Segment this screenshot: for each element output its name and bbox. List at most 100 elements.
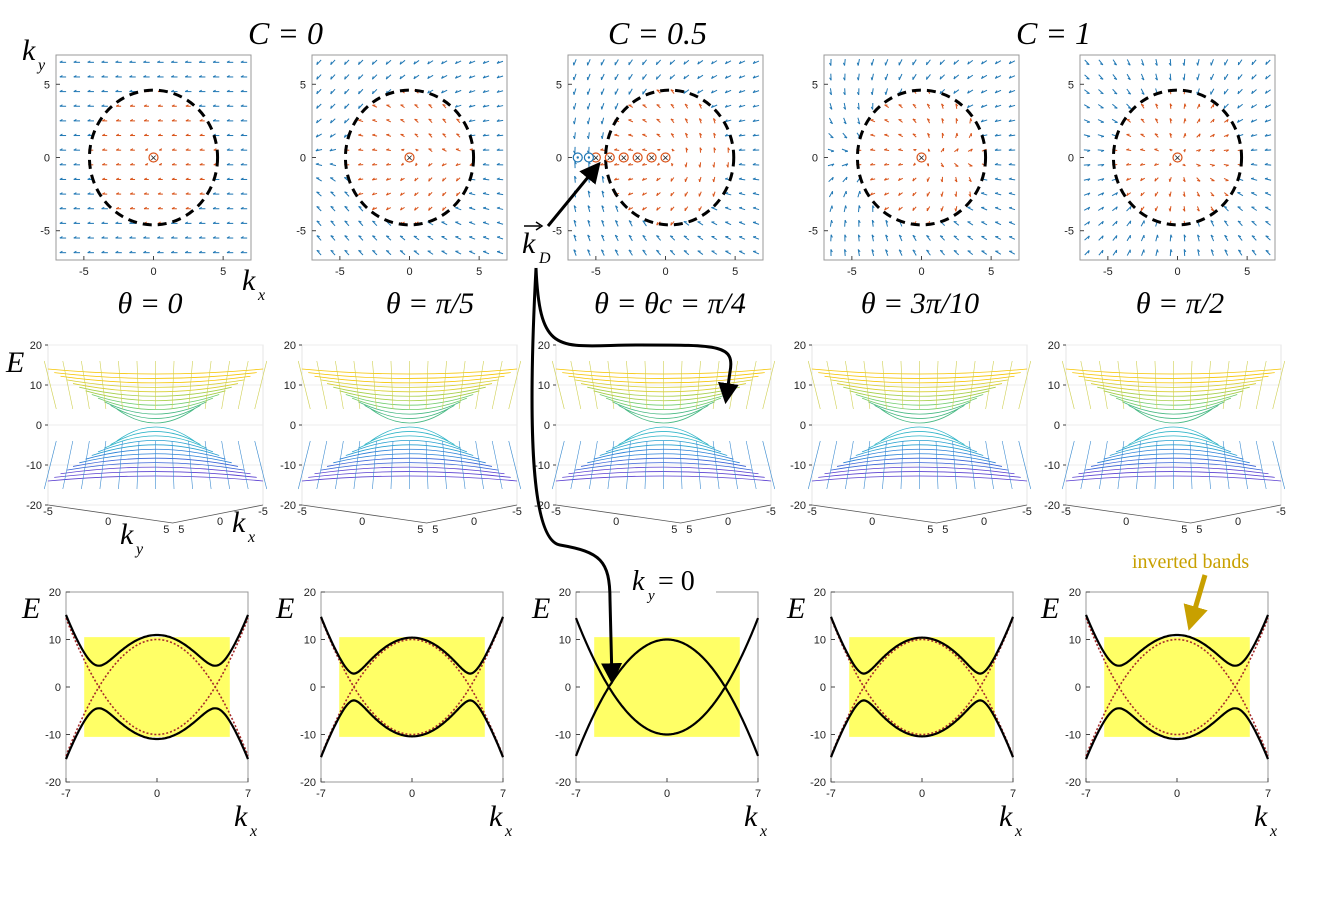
ky-zero-sub: y <box>646 588 655 604</box>
quiver-arrow <box>1210 73 1215 81</box>
quiver-arrowhead <box>857 106 860 110</box>
quiver-arrow <box>455 75 462 79</box>
quiver-arrowhead <box>627 162 632 166</box>
quiver-arrowhead <box>101 104 105 107</box>
quiver-arrowhead <box>699 132 703 136</box>
quiver-arrow <box>827 163 835 167</box>
lower-band-mesh-line <box>861 440 978 453</box>
quiver-arrow <box>739 75 746 79</box>
quiver-arrowhead <box>856 62 859 66</box>
quiver-arrow <box>315 149 323 152</box>
quiver-arrowhead <box>171 177 175 180</box>
upper-band-mesh-line <box>935 360 939 410</box>
quiver-arrowhead <box>1238 249 1242 252</box>
quiver-arrowhead <box>456 192 458 197</box>
y-tick-label: 0 <box>44 153 50 165</box>
x-tick-label: 7 <box>1010 788 1016 800</box>
vortex-marker-cross: × <box>406 153 412 165</box>
quiver-arrowhead <box>129 250 133 254</box>
quiver-arrowhead <box>468 60 472 64</box>
quiver-arrowhead <box>727 147 731 151</box>
quiver-arrow <box>1223 103 1229 109</box>
quiver-arrowhead <box>981 75 984 79</box>
quiver-arrow <box>1008 134 1016 137</box>
quiver-arrow <box>981 74 988 80</box>
quiver-arrowhead <box>316 61 318 65</box>
quiver-arrowhead <box>898 249 902 252</box>
quiver-arrow <box>857 73 860 81</box>
quiver-arrow <box>482 60 490 64</box>
upper-band-mesh-line <box>1018 360 1032 410</box>
quiver-arrow <box>871 88 874 95</box>
quiver-arrow <box>898 234 903 242</box>
lower-band-mesh-line <box>900 440 904 490</box>
quiver-arrow <box>441 236 448 240</box>
quiver-arrowhead <box>724 75 728 79</box>
quiver-arrow <box>615 103 619 110</box>
quiver-arrowhead <box>738 162 742 166</box>
quiver-arrow <box>372 74 378 80</box>
quiver-arrow <box>600 249 605 256</box>
quiver-arrowhead <box>697 75 700 79</box>
quiver-arrow <box>385 235 392 241</box>
quiver-arrowhead <box>870 91 873 96</box>
quiver-arrowhead <box>198 60 202 63</box>
x-tick-label: 5 <box>220 266 226 278</box>
quiver-arrow <box>358 206 364 212</box>
quiver-arrowhead <box>1168 178 1171 182</box>
quiver-arrowhead <box>496 104 500 108</box>
quiver-arrow <box>413 74 420 80</box>
y-tick-label: -5 <box>552 226 562 238</box>
upper-band-mesh-line <box>745 360 757 410</box>
ky-tick-label: 5 <box>163 524 169 536</box>
quiver-arrow <box>1126 103 1132 109</box>
quiver-arrowhead <box>372 220 376 223</box>
quiver-arrowhead <box>240 192 244 195</box>
quiver-arrow <box>1111 192 1118 197</box>
quiver-arrowhead <box>1113 77 1118 80</box>
quiver-arrowhead <box>414 118 418 121</box>
quiver-arrowhead <box>857 121 861 125</box>
quiver-arrowhead <box>830 234 833 238</box>
quiver-arrowhead <box>656 104 660 106</box>
quiver-arrow <box>1126 59 1131 66</box>
quiver-arrowhead <box>116 192 120 195</box>
quiver-arrowhead <box>884 207 887 211</box>
quiver-arrowhead <box>171 192 175 195</box>
lower-band-mesh-line <box>1154 440 1158 490</box>
quiver-arrow <box>1223 88 1229 95</box>
quiver-arrowhead <box>1101 235 1104 239</box>
quiver-arrowhead <box>129 119 134 122</box>
quiver-arrowhead <box>385 177 389 181</box>
x-tick-label: 0 <box>919 788 925 800</box>
upper-band-mesh-line <box>1206 360 1211 410</box>
upper-band-mesh-line <box>1154 360 1158 410</box>
quiver-arrowhead <box>655 61 658 65</box>
quiver-arrowhead <box>573 205 577 209</box>
quiver-arrowhead <box>752 148 756 151</box>
quiver-arrow <box>1264 119 1272 123</box>
quiver-arrow <box>1265 250 1271 256</box>
quiver-arrowhead <box>898 148 902 151</box>
quiver-arrowhead <box>1250 177 1255 180</box>
quiver-arrowhead <box>600 135 603 139</box>
quiver-arrowhead <box>843 121 847 125</box>
quiver-arrow <box>711 236 718 241</box>
lower-band-mesh-line <box>221 440 230 490</box>
quiver-arrow <box>344 103 350 109</box>
quiver-arrowhead <box>455 178 458 182</box>
quiver-arrowhead <box>386 235 390 238</box>
quiver-arrow <box>725 104 732 108</box>
quiver-arrowhead <box>240 104 244 107</box>
quiver-arrow <box>1251 59 1257 66</box>
quiver-arrow <box>711 207 718 211</box>
upper-band-mesh-line <box>618 405 709 419</box>
quiver-arrowhead <box>1182 179 1186 183</box>
quiver-arrowhead <box>684 103 688 107</box>
quiver-arrowhead <box>738 90 742 94</box>
quiver-arrow <box>1126 73 1131 81</box>
lower-band-mesh-line <box>458 440 466 490</box>
quiver-arrow <box>842 176 848 183</box>
lower-band-mesh-line <box>335 440 344 490</box>
